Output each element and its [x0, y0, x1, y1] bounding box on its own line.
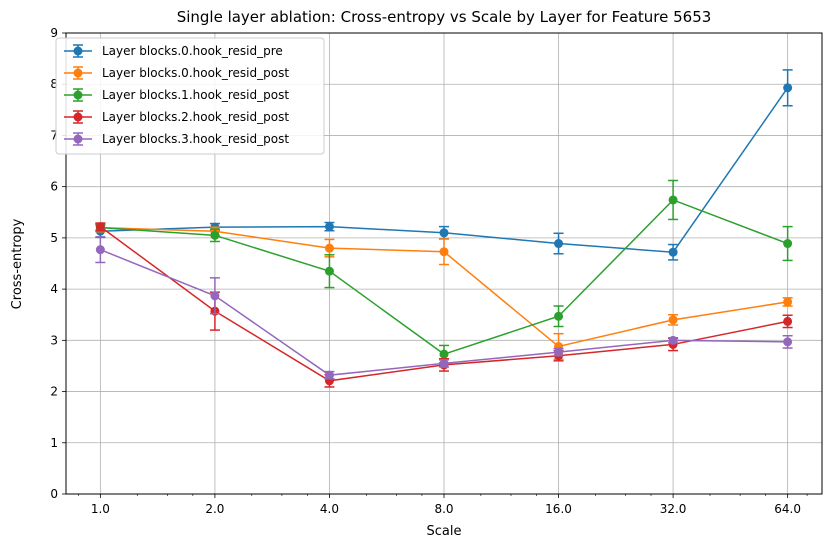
- x-tick-label: 16.0: [545, 502, 572, 516]
- series-layer: [95, 69, 793, 388]
- legend-item: Layer blocks.0.hook_resid_pre: [64, 44, 283, 58]
- data-point: [324, 222, 334, 232]
- data-point: [324, 370, 334, 380]
- data-point: [439, 228, 449, 238]
- y-axis-label: Cross-entropy: [10, 218, 25, 309]
- data-point: [783, 337, 793, 347]
- legend-label: Layer blocks.1.hook_resid_post: [102, 88, 289, 102]
- legend-label: Layer blocks.0.hook_resid_pre: [102, 44, 283, 58]
- axes: 1.0 2.0 4.0 8.0 16.0 32.0 64.0 0 1 2 3 4 5 6 7 8 9: [50, 26, 808, 516]
- data-point: [668, 315, 678, 325]
- x-tick-label: 2.0: [205, 502, 224, 516]
- data-point: [439, 349, 449, 359]
- legend-label: Layer blocks.2.hook_resid_post: [102, 110, 289, 124]
- legend-label: Layer blocks.3.hook_resid_post: [102, 132, 289, 146]
- data-point: [210, 291, 220, 301]
- y-tick-label: 1: [50, 436, 58, 450]
- legend-item: Layer blocks.0.hook_resid_post: [64, 66, 289, 80]
- data-point: [668, 195, 678, 205]
- data-point: [324, 243, 334, 253]
- y-tick-label: 2: [50, 385, 58, 399]
- data-point: [210, 230, 220, 240]
- data-point: [554, 347, 564, 357]
- data-point: [783, 239, 793, 249]
- x-tick-label: 4.0: [320, 502, 339, 516]
- legend: Layer blocks.0.hook_resid_pre Layer block…: [55, 37, 325, 155]
- data-point: [783, 316, 793, 326]
- x-tick-label: 32.0: [660, 502, 687, 516]
- data-point: [554, 311, 564, 321]
- data-point: [783, 297, 793, 307]
- x-tick-label: 1.0: [91, 502, 110, 516]
- legend-item: Layer blocks.2.hook_resid_post: [64, 110, 289, 124]
- data-point: [324, 266, 334, 276]
- legend-marker: [73, 134, 83, 144]
- y-tick-label: 4: [50, 282, 58, 296]
- data-point: [668, 335, 678, 345]
- y-tick-label: 0: [50, 487, 58, 501]
- legend-label: Layer blocks.0.hook_resid_post: [102, 66, 289, 80]
- data-point: [439, 247, 449, 257]
- data-point: [554, 239, 564, 249]
- y-tick-label: 8: [50, 77, 58, 91]
- y-tick-label: 5: [50, 231, 58, 245]
- x-axis-label: Scale: [427, 524, 462, 539]
- legend-item: Layer blocks.1.hook_resid_post: [64, 88, 289, 102]
- legend-marker: [73, 112, 83, 122]
- x-tick-label: 8.0: [434, 502, 453, 516]
- y-tick-label: 6: [50, 180, 58, 194]
- data-point: [783, 83, 793, 93]
- legend-box: [55, 37, 325, 155]
- legend-marker: [73, 68, 83, 78]
- legend-marker: [73, 46, 83, 56]
- data-point: [668, 247, 678, 257]
- series-4: [95, 236, 793, 380]
- x-tick-label: 64.0: [774, 502, 801, 516]
- data-point: [95, 245, 105, 255]
- data-point: [95, 222, 105, 232]
- y-tick-label: 3: [50, 333, 58, 347]
- y-tick-label: 7: [50, 128, 58, 142]
- chart-title: Single layer ablation: Cross-entropy vs …: [177, 8, 712, 26]
- y-tick-label: 9: [50, 26, 58, 40]
- data-point: [439, 358, 449, 368]
- legend-item: Layer blocks.3.hook_resid_post: [64, 132, 289, 146]
- legend-marker: [73, 90, 83, 100]
